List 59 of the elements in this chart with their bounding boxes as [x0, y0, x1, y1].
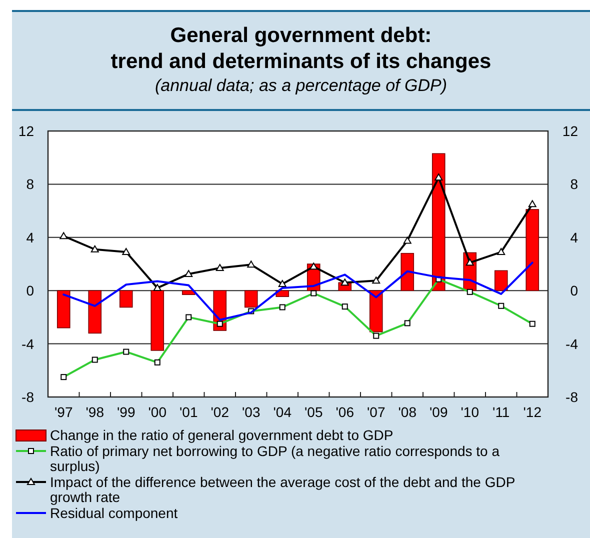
- x-tick-label: '97: [54, 404, 73, 420]
- bar: [526, 209, 540, 291]
- point: [434, 174, 443, 181]
- x-tick-label: '03: [242, 404, 260, 420]
- x-tick-label: '12: [523, 404, 542, 420]
- y-tick-label: 8: [26, 176, 34, 192]
- bar: [494, 270, 508, 291]
- x-tick-label: '99: [117, 404, 136, 420]
- point: [497, 248, 506, 256]
- x-tick-label: '02: [210, 404, 230, 420]
- bar: [400, 252, 414, 291]
- x-tick-label: '05: [304, 404, 323, 420]
- bar: [150, 290, 164, 351]
- point: [247, 260, 256, 268]
- bar: [369, 290, 383, 332]
- y2-tick-label: 0: [570, 282, 578, 299]
- point: [216, 264, 224, 271]
- x-tick-label: '07: [367, 404, 386, 420]
- legend-label: Ratio of primary net borrowing to GDP (a negative ratio corresponds to a surplus): [50, 443, 500, 474]
- bar: [119, 290, 133, 308]
- x-tick-label: '09: [430, 404, 448, 420]
- bar: [56, 290, 70, 328]
- x-tick-label: '04: [273, 404, 292, 420]
- legend-label: Residual component: [50, 505, 178, 521]
- point: [122, 248, 130, 256]
- y2-tick-label: 12: [562, 123, 578, 139]
- chart-subtitle: (annual data; as a percentage of GDP): [154, 76, 448, 95]
- point: [466, 258, 474, 266]
- chart-title: General government debt: trend and determinants of its changes: [110, 24, 492, 73]
- x-tick-label: '98: [86, 404, 104, 420]
- y-tick-label: 12: [18, 123, 34, 139]
- point: [60, 232, 68, 240]
- y-tick-label: -8: [22, 389, 34, 405]
- y2-tick-label: -8: [566, 389, 578, 405]
- point: [528, 200, 536, 208]
- y-tick-label: 0: [26, 282, 34, 299]
- x-tick-label: '11: [492, 404, 510, 420]
- point: [372, 276, 380, 284]
- x-tick-label: '06: [336, 404, 354, 420]
- x-tick-label: '01: [180, 404, 198, 420]
- legend-label: Change in the ratio of general government debt to GDP: [50, 427, 394, 443]
- bar: [244, 290, 258, 308]
- point: [403, 236, 412, 244]
- y2-tick-label: 8: [570, 176, 578, 192]
- point: [90, 245, 99, 252]
- bar: [88, 290, 102, 334]
- x-tick-label: '00: [148, 404, 167, 420]
- x-tick-label: '10: [460, 404, 480, 420]
- bar: [432, 153, 446, 291]
- point: [184, 270, 193, 277]
- y-tick-label: -4: [22, 336, 34, 352]
- point: [153, 284, 162, 291]
- legend-label: Impact of the difference between the average cost of the debt and the GDP growth rate: [50, 474, 516, 505]
- y-tick-label: 4: [26, 229, 34, 246]
- x-tick-label: '08: [398, 404, 417, 420]
- y2-tick-label: 4: [570, 229, 578, 246]
- y2-tick-label: -4: [566, 336, 578, 352]
- point: [278, 280, 286, 287]
- point: [310, 262, 318, 270]
